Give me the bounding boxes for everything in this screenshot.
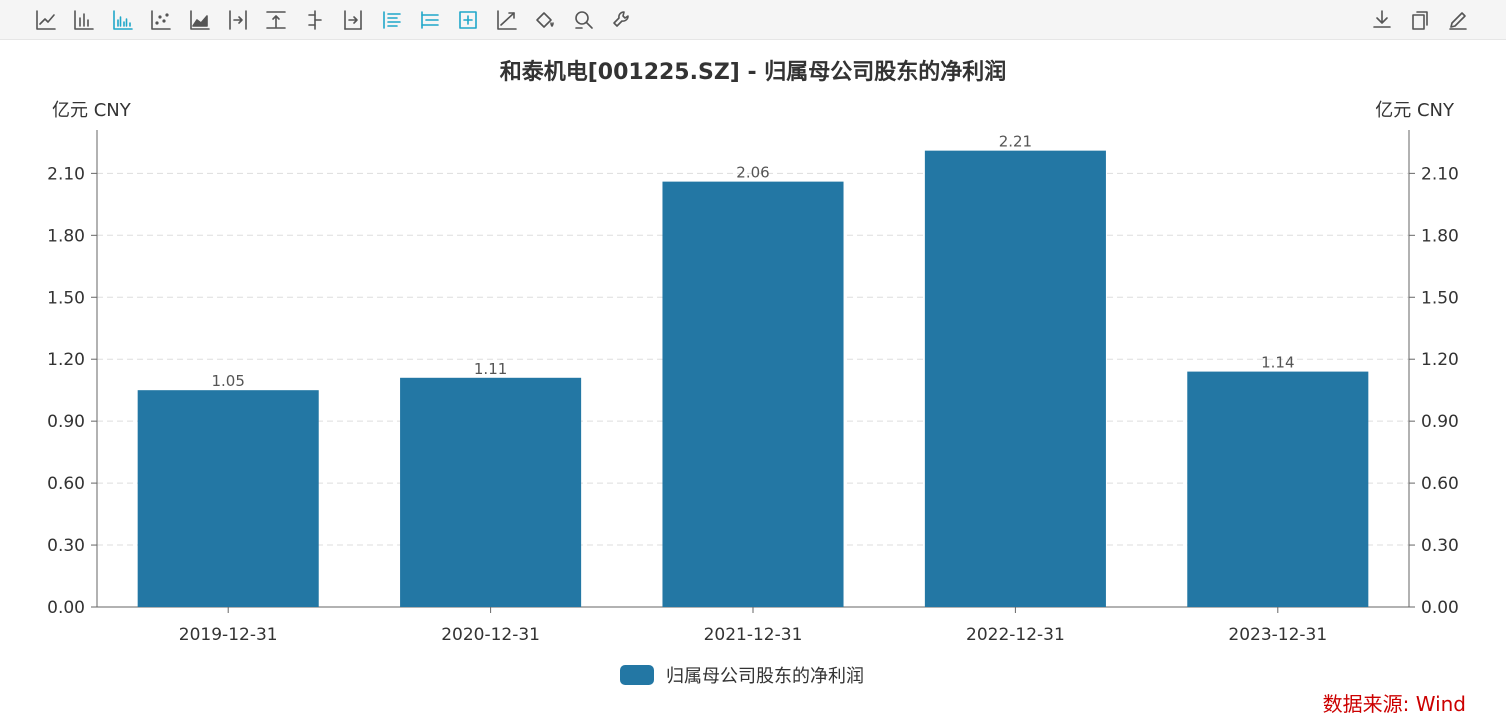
data-source-note: 数据来源: Wind — [1322, 692, 1466, 716]
line-chart-button[interactable] — [34, 8, 58, 32]
scatter-icon — [151, 10, 171, 30]
bar — [400, 377, 582, 607]
step-end-button[interactable] — [341, 8, 365, 32]
legend-item[interactable]: 归属母公司股东的净利润 — [620, 663, 864, 687]
y-tick-label-right: 1.80 — [1421, 226, 1459, 246]
area-chart-icon — [189, 10, 210, 30]
step-end-icon — [344, 10, 362, 30]
zoom-search-icon — [574, 11, 593, 29]
y-tick-label-left: 0.90 — [47, 412, 85, 432]
paint-bucket-button[interactable] — [533, 8, 557, 32]
grouped-bar-icon — [112, 10, 133, 30]
y-tick-label-right: 0.90 — [1421, 412, 1459, 432]
x-tick-label: 2023-12-31 — [1228, 625, 1327, 645]
list-align-button[interactable] — [380, 8, 404, 32]
data-label: 2.21 — [999, 133, 1032, 151]
tree-list-icon — [421, 11, 439, 29]
wrench-button[interactable] — [610, 8, 634, 32]
y-tick-label-left: 0.30 — [47, 536, 85, 556]
boxed-plus-button[interactable] — [456, 8, 480, 32]
trend-line-icon — [496, 10, 517, 30]
area-chart-button[interactable] — [188, 8, 212, 32]
bar — [1187, 371, 1369, 607]
data-label: 2.06 — [736, 164, 769, 182]
y-tick-label-left: 1.20 — [47, 350, 85, 370]
copy-icon — [1412, 11, 1428, 30]
zoom-search-button[interactable] — [572, 8, 596, 32]
data-label: 1.11 — [474, 360, 507, 378]
step-right-icon — [229, 10, 247, 30]
bar — [924, 150, 1106, 607]
step-center-button[interactable] — [303, 8, 327, 32]
tree-list-button[interactable] — [418, 8, 442, 32]
bar-chart-icon — [74, 10, 95, 30]
wrench-icon — [613, 11, 629, 27]
grouped-bar-button[interactable] — [111, 8, 135, 32]
y-tick-label-right: 0.30 — [1421, 536, 1459, 556]
x-tick-label: 2022-12-31 — [966, 625, 1065, 645]
data-label: 1.05 — [211, 372, 244, 390]
copy-button[interactable] — [1408, 8, 1432, 32]
y-axis-right-unit: 亿元 CNY — [1375, 100, 1454, 121]
y-axis-left-unit: 亿元 CNY — [52, 100, 131, 121]
y-tick-label-right: 1.20 — [1421, 350, 1459, 370]
align-top-icon — [266, 11, 287, 29]
step-right-button[interactable] — [226, 8, 250, 32]
step-center-icon — [307, 10, 322, 30]
trend-line-button[interactable] — [495, 8, 519, 32]
y-tick-label-right: 0.00 — [1421, 598, 1459, 618]
bar — [137, 390, 319, 607]
x-tick-label: 2020-12-31 — [441, 625, 540, 645]
download-button[interactable] — [1370, 8, 1394, 32]
y-tick-label-left: 1.80 — [47, 226, 85, 246]
y-tick-label-right: 2.10 — [1421, 164, 1459, 184]
bar-chart-button[interactable] — [72, 8, 96, 32]
y-tick-label-left: 0.60 — [47, 474, 85, 494]
line-chart-icon — [36, 10, 56, 30]
edit-button[interactable] — [1446, 8, 1470, 32]
x-tick-label: 2019-12-31 — [179, 625, 278, 645]
bar — [662, 181, 844, 607]
legend-swatch — [620, 665, 654, 685]
y-tick-label-left: 2.10 — [47, 164, 85, 184]
x-tick-label: 2021-12-31 — [704, 625, 803, 645]
chart-toolbar — [0, 0, 1506, 40]
align-top-button[interactable] — [264, 8, 288, 32]
scatter-button[interactable] — [149, 8, 173, 32]
y-tick-label-left: 0.00 — [47, 598, 85, 618]
paint-bucket-icon — [536, 12, 554, 28]
y-tick-label-right: 1.50 — [1421, 288, 1459, 308]
y-tick-label-right: 0.60 — [1421, 474, 1459, 494]
y-tick-label-left: 1.50 — [47, 288, 85, 308]
boxed-plus-icon — [459, 11, 478, 29]
download-icon — [1373, 10, 1391, 28]
chart-title: 和泰机电[001225.SZ] - 归属母公司股东的净利润 — [499, 60, 1007, 85]
legend-label: 归属母公司股东的净利润 — [666, 666, 864, 687]
list-align-icon — [382, 11, 401, 29]
edit-icon — [1449, 12, 1467, 30]
data-label: 1.14 — [1261, 354, 1294, 372]
